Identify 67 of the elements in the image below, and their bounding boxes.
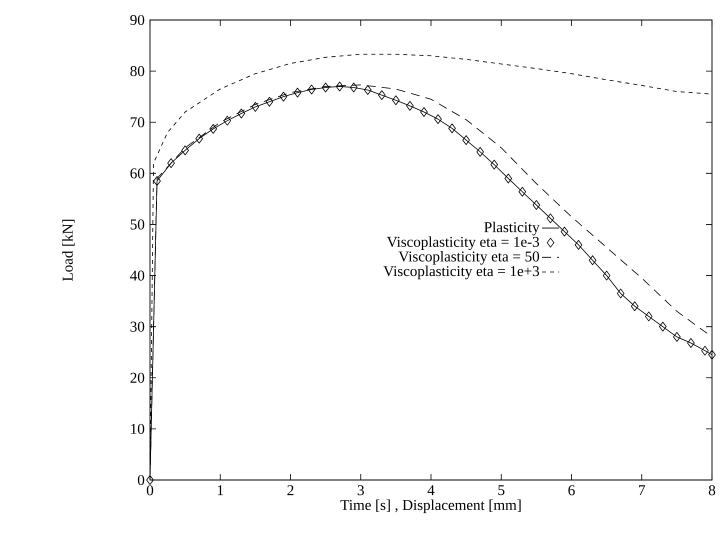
point: [406, 100, 414, 111]
y-tick-label: 20: [130, 372, 144, 383]
x-tick-label: 6: [568, 485, 575, 496]
point: [167, 158, 175, 168]
point: [252, 102, 260, 112]
point: [504, 174, 512, 184]
legend-label: Viscoplasticity eta = 1e+3: [383, 266, 540, 280]
point: [146, 475, 154, 485]
y-tick-label: 60: [130, 168, 144, 178]
point: [616, 288, 624, 298]
x-axis-title: Time [s] , Displacement [mm]: [340, 500, 521, 514]
y-tick-label: 30: [130, 322, 144, 332]
point: [701, 346, 709, 356]
x-tick-label: 0: [146, 485, 154, 496]
point: [687, 338, 695, 348]
point: [392, 95, 400, 106]
point: [280, 92, 288, 102]
point: [322, 82, 330, 92]
point: [462, 135, 470, 146]
y-tick-label: 90: [130, 14, 144, 26]
point: [181, 145, 189, 156]
point: [336, 82, 344, 92]
x-tick-label: 1: [218, 485, 224, 496]
point: [476, 146, 484, 157]
x-tick-label: 7: [638, 485, 646, 496]
point: [645, 312, 653, 322]
point: [659, 322, 667, 332]
point: [420, 107, 428, 117]
point: [153, 176, 161, 186]
legend-label: Plasticity: [484, 222, 540, 236]
point: [673, 332, 681, 342]
y-tick-label: 70: [130, 117, 144, 128]
x-tick-label: 3: [358, 485, 364, 496]
x-tick-label: 5: [498, 485, 504, 496]
y-tick-label: 40: [130, 270, 144, 281]
point: [546, 213, 554, 224]
point: [602, 270, 610, 280]
point: [434, 114, 442, 124]
y-tick-label: 80: [130, 66, 144, 76]
point: [588, 255, 596, 266]
x-tick-label: 8: [708, 485, 716, 496]
point: [294, 88, 302, 98]
y-tick-label: 0: [138, 474, 144, 486]
x-tick-label: 2: [287, 485, 294, 496]
x-tick-label: 4: [428, 485, 435, 496]
y-axis-title: Load [kN]: [62, 220, 75, 282]
point: [238, 108, 246, 118]
point: [308, 84, 316, 94]
y-tick-label: 10: [131, 424, 144, 434]
point: [630, 301, 638, 312]
point: [266, 96, 274, 107]
point: [448, 123, 456, 134]
point: [518, 186, 526, 197]
point: [350, 82, 358, 92]
point: [532, 200, 540, 210]
point: [560, 226, 568, 236]
y-tick-label: 50: [130, 219, 144, 230]
point: [708, 350, 716, 360]
point: [490, 160, 498, 170]
legend-label: Viscoplasticity eta = 1e-3: [386, 236, 540, 250]
point: [364, 85, 372, 95]
point: [209, 124, 217, 134]
point: [224, 116, 232, 126]
legend-label: Viscoplasticity eta = 50: [398, 250, 540, 265]
point: [378, 90, 386, 100]
point: [195, 134, 203, 144]
point: [574, 240, 582, 250]
